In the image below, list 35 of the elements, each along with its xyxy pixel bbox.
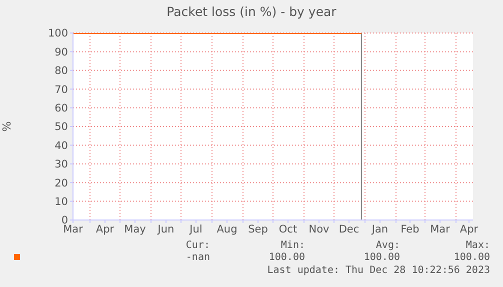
x-tick-label: Apr: [96, 223, 115, 236]
y-tick-label: 30: [54, 158, 68, 171]
x-tick-label: May: [124, 223, 146, 236]
text: Last update: Thu Dec 28 10:22:56 2023: [266, 264, 490, 278]
text: Cur:: [184, 240, 210, 252]
x-tick-label: Apr: [460, 223, 479, 236]
text: -nan: [184, 252, 210, 264]
y-tick-label: 50: [54, 121, 68, 134]
text: 100.00: [362, 252, 400, 264]
y-tick-label: 20: [54, 177, 68, 190]
y-tick-label: 100: [48, 28, 68, 40]
y-tick-label: 70: [54, 84, 68, 96]
y-tick-label: 10: [54, 196, 68, 208]
chart-title: Packet loss (in %) - by year: [166, 4, 338, 19]
x-tick-label: Sep: [248, 223, 268, 236]
x-tick-label: Nov: [308, 223, 330, 236]
text: Max:: [464, 240, 490, 252]
x-tick-label: Aug: [216, 223, 238, 236]
y-tick-label: 40: [54, 140, 68, 152]
x-tick-label: Oct: [278, 223, 298, 236]
y-tick-label: 60: [54, 102, 68, 115]
x-tick-label: Mar: [430, 223, 451, 236]
y-tick-label: 90: [54, 46, 68, 58]
text: Min:: [280, 240, 305, 252]
y-tick-label: 80: [54, 65, 68, 78]
text: Avg:: [374, 240, 400, 252]
x-tick-label: Feb: [400, 223, 420, 236]
x-tick-label: Mar: [63, 223, 84, 236]
x-tick-label: Jun: [156, 223, 174, 236]
x-tick-label: Jan: [370, 223, 388, 236]
text: 100.00: [268, 252, 305, 264]
y-axis-title: %: [0, 121, 14, 132]
x-tick-label: Dec: [338, 223, 360, 236]
text: 100.00: [452, 252, 490, 264]
x-tick-label: Jul: [188, 223, 202, 236]
